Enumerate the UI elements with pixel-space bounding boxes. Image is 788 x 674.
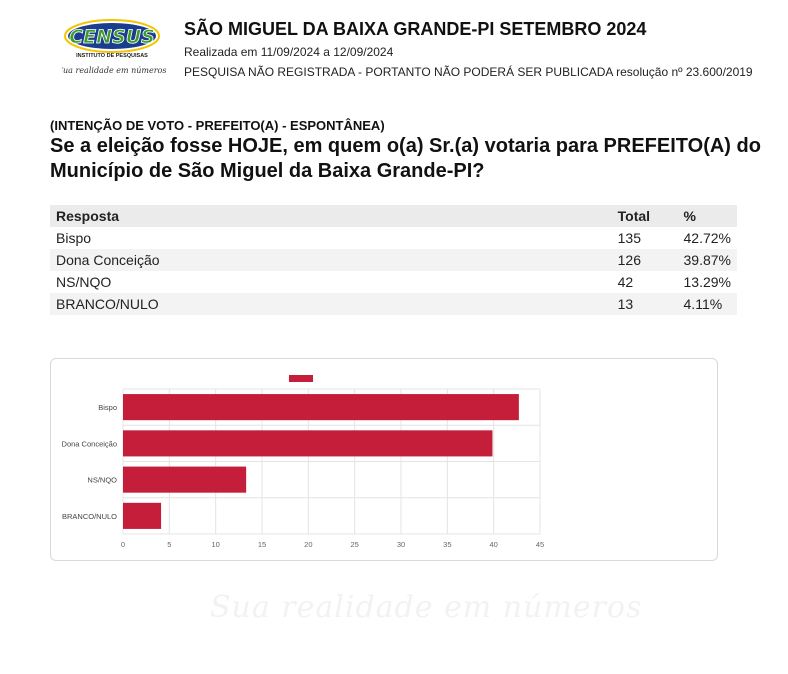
page-title: SÃO MIGUEL DA BAIXA GRANDE-PI SETEMBRO 2…	[184, 19, 647, 39]
census-logo: CENSUS INSTITUTO DE PESQUISAS Sua realid…	[58, 14, 168, 80]
cell-resposta: BRANCO/NULO	[50, 293, 612, 315]
logo-ellipse	[68, 23, 156, 49]
y-category-label: BRANCO/NULO	[62, 512, 117, 521]
chart-card: 0 5 10 15 20 25 30 35 40 45 Bispo Dona Conceição NS/…	[50, 358, 718, 561]
logo-name: CENSUS	[69, 26, 155, 48]
y-category-label: NS/NQO	[87, 476, 117, 485]
bar-chart: 0 5 10 15 20 25 30 35 40 45 Bispo Dona Conceição NS/…	[62, 375, 544, 549]
x-tick-label: 5	[167, 540, 171, 549]
header-resposta: Resposta	[50, 205, 612, 227]
x-tick-label: 25	[350, 540, 358, 549]
x-tick-label: 10	[211, 540, 219, 549]
logo-ring	[64, 19, 160, 53]
cell-resposta: Bispo	[56, 230, 92, 246]
x-tick-label: 30	[397, 540, 405, 549]
bar	[123, 466, 247, 493]
logo-subtitle: INSTITUTO DE PESQUISAS	[76, 53, 148, 59]
table-row: Dona Conceição 126 39.87%	[50, 249, 737, 271]
cell-resposta: Dona Conceição	[50, 249, 612, 271]
header-total: Total	[611, 205, 678, 227]
watermark-slogan: Sua realidade em números	[210, 590, 643, 625]
table-row: Bispo 135 42.72%	[50, 227, 737, 249]
x-tick-label: 40	[489, 540, 497, 549]
cell-total: 42	[617, 274, 634, 290]
cell-percent: 4.11%	[677, 293, 737, 315]
cell-percent: 39.87%	[677, 249, 737, 271]
legend-swatch	[289, 375, 313, 382]
survey-dates: Realizada em 11/09/2024 a 12/09/2024	[184, 45, 394, 59]
bar	[123, 502, 162, 529]
bar	[123, 430, 493, 457]
results-table: Resposta Total % Bispo 135 42.72% Dona C…	[50, 205, 737, 315]
header-percent: %	[677, 205, 737, 227]
table-row: NS/NQO 42 13.29%	[50, 271, 737, 293]
y-category-label: Dona Conceição	[62, 439, 117, 448]
registration-notice: PESQUISA NÃO REGISTRADA - PORTANTO NÃO P…	[184, 65, 753, 79]
census-logo-graphic: CENSUS INSTITUTO DE PESQUISAS Sua realid…	[58, 19, 166, 75]
x-tick-label: 0	[121, 540, 125, 549]
cell-total: 135	[617, 230, 641, 246]
x-tick-label: 45	[536, 540, 544, 549]
x-tick-label: 35	[443, 540, 451, 549]
cell-total: 13	[611, 293, 678, 315]
y-category-label: Bispo	[98, 403, 117, 412]
table-row: BRANCO/NULO 13 4.11%	[50, 293, 737, 315]
cell-percent: 13.29%	[683, 274, 731, 290]
question-tag: (INTENÇÃO DE VOTO - PREFEITO(A) - ESPONT…	[50, 118, 385, 133]
cell-total: 126	[611, 249, 678, 271]
cell-resposta: NS/NQO	[56, 274, 112, 290]
bar	[123, 394, 519, 421]
cell-percent: 42.72%	[683, 230, 731, 246]
x-tick-label: 15	[258, 540, 266, 549]
logo-slogan: Sua realidade em números	[62, 66, 166, 75]
x-tick-label: 20	[304, 540, 312, 549]
question-text: Se a eleição fosse HOJE, em quem o(a) Sr…	[50, 135, 761, 182]
table-header-row: Resposta Total %	[50, 205, 737, 227]
